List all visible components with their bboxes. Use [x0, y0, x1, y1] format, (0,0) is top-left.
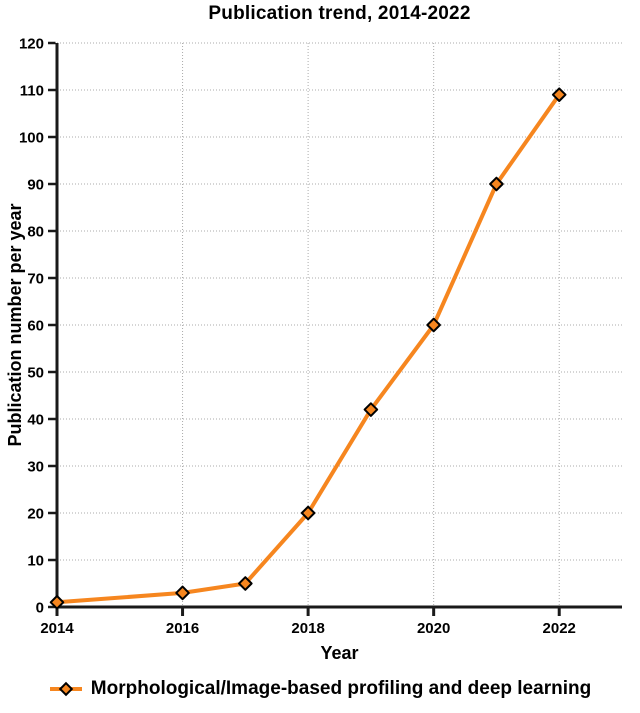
data-point-marker — [551, 87, 567, 102]
x-tick-label: 2022 — [543, 620, 576, 637]
data-point-marker — [426, 317, 441, 333]
y-tick-label: 10 — [27, 552, 44, 569]
data-point-marker — [175, 585, 190, 601]
y-tick-label: 110 — [20, 82, 44, 99]
y-tick-label: 50 — [27, 364, 44, 381]
y-tick-label: 70 — [27, 270, 44, 287]
series-line — [55, 92, 562, 605]
data-point-marker — [300, 505, 316, 521]
y-tick-label: 30 — [27, 458, 44, 475]
x-tick-label: 2014 — [40, 620, 74, 637]
legend-marker-icon — [49, 681, 82, 697]
y-tick-label: 80 — [27, 223, 44, 240]
y-tick-label: 60 — [27, 317, 44, 334]
x-tick-label: 2020 — [417, 620, 450, 637]
x-axis-title: Year — [320, 643, 359, 663]
chart-title: Publication trend, 2014-2022 — [208, 3, 471, 24]
data-point-marker — [238, 576, 253, 591]
y-tick-label: 120 — [19, 35, 44, 52]
y-tick-label: 40 — [27, 411, 44, 428]
y-tick-label: 90 — [27, 176, 44, 193]
x-tick-label: 2018 — [291, 620, 324, 637]
data-point-marker — [49, 595, 65, 610]
data-point-marker — [489, 176, 504, 192]
x-tick-label: 2016 — [166, 620, 199, 637]
legend: Morphological/Image-based profiling and … — [0, 678, 640, 700]
y-tick-label: 20 — [27, 505, 44, 522]
y-tick-label: 100 — [19, 129, 44, 146]
data-point-marker — [363, 402, 379, 417]
y-tick-label: 0 — [36, 599, 44, 616]
legend-label: Morphological/Image-based profiling and … — [90, 678, 592, 699]
